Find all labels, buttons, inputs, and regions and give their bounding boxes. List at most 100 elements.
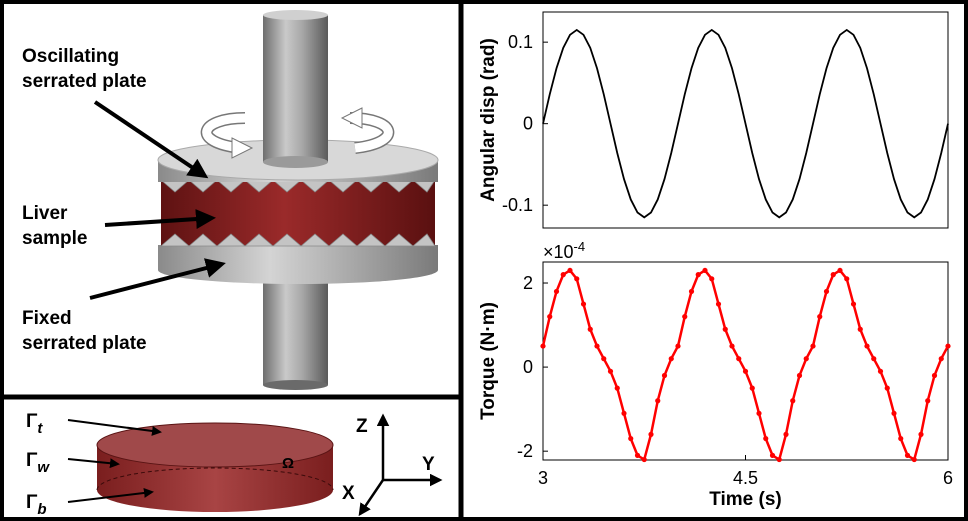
rotation-arrow xyxy=(349,113,393,153)
symbol: Γ xyxy=(26,492,38,513)
data-point xyxy=(695,272,701,278)
data-point xyxy=(817,314,823,320)
data-point xyxy=(601,356,607,362)
pointer-arrow xyxy=(67,419,162,436)
y-axis-label: Angular disp (rad) xyxy=(478,38,499,202)
y-tick-label: -0.1 xyxy=(502,195,533,215)
data-point xyxy=(783,431,789,437)
data-point xyxy=(844,276,850,282)
data-point xyxy=(857,326,863,332)
plot-area xyxy=(542,261,949,461)
data-point xyxy=(830,272,836,278)
label-line: sample xyxy=(22,228,87,249)
data-point xyxy=(567,267,573,274)
omega: Ω xyxy=(282,455,294,472)
pointer-arrow xyxy=(89,258,226,300)
subscript: b xyxy=(37,501,46,518)
data-point xyxy=(742,368,749,374)
upper-shaft xyxy=(263,15,328,162)
data-point xyxy=(702,267,708,274)
label-line: Oscillating xyxy=(22,46,119,67)
x-tick-label: 6 xyxy=(943,468,953,488)
data-point xyxy=(540,343,546,349)
x-tick-label: 4.5 xyxy=(733,468,758,488)
axis-arrow xyxy=(358,479,385,517)
gamma-t: Γt xyxy=(26,411,43,437)
data-point xyxy=(823,288,830,295)
data-point xyxy=(607,368,614,374)
data-point xyxy=(898,435,904,442)
pointer-arrow xyxy=(67,458,120,469)
data-point xyxy=(587,326,593,332)
label-line: serrated plate xyxy=(22,333,147,354)
data-line xyxy=(542,28,949,219)
data-point xyxy=(918,431,924,437)
data-point xyxy=(553,288,560,295)
data-point xyxy=(614,385,620,391)
serrations xyxy=(159,179,436,247)
rotation-arrow xyxy=(202,113,246,153)
pointer-arrow xyxy=(93,100,209,179)
data-point xyxy=(729,343,735,349)
pointer-arrow xyxy=(67,487,154,503)
symbol: Γ xyxy=(26,411,38,432)
data-point xyxy=(722,326,728,332)
symbol: Γ xyxy=(26,450,38,471)
device-illustration xyxy=(89,10,439,390)
shaft-end xyxy=(263,380,328,390)
data-point xyxy=(547,314,553,320)
y-tick-label: 2 xyxy=(523,273,533,293)
data-point xyxy=(891,410,897,416)
y-tick-label: -2 xyxy=(517,441,533,461)
multiplier-base: ×10 xyxy=(543,242,574,262)
lower-teeth xyxy=(159,233,436,247)
data-point xyxy=(871,356,877,362)
gamma-w: Γw xyxy=(26,450,50,476)
label-line: serrated plate xyxy=(22,71,147,92)
data-point xyxy=(877,368,884,374)
fixed-plate-edge xyxy=(158,256,438,284)
data-point xyxy=(655,398,661,404)
data-point xyxy=(580,301,587,307)
domain-top xyxy=(96,422,334,468)
data-point xyxy=(574,276,580,282)
data-point xyxy=(594,343,600,349)
data-point xyxy=(628,435,634,442)
axis-z: Z xyxy=(356,416,368,437)
data-point xyxy=(621,410,627,416)
data-point xyxy=(931,372,938,379)
data-point xyxy=(668,356,674,362)
data-point xyxy=(837,267,843,274)
axis-x: X xyxy=(342,483,355,504)
lower-shaft xyxy=(263,268,328,385)
data-point xyxy=(850,301,857,307)
y-tick-label: 0 xyxy=(523,357,533,377)
data-point xyxy=(749,385,755,391)
data-point xyxy=(675,343,681,349)
data-point xyxy=(810,343,816,349)
data-point xyxy=(776,456,782,463)
data-point xyxy=(648,431,654,437)
data-point xyxy=(634,452,641,458)
upper-teeth xyxy=(159,179,436,193)
data-point xyxy=(945,343,951,349)
data-point xyxy=(925,398,931,404)
data-point xyxy=(803,356,809,362)
data-point xyxy=(864,343,870,349)
rotation-arrowhead xyxy=(340,107,363,129)
data-point xyxy=(756,410,762,416)
data-point xyxy=(904,452,911,458)
data-point xyxy=(661,372,668,379)
data-point xyxy=(715,301,722,307)
data-point xyxy=(763,435,769,442)
label-line: Fixed xyxy=(22,308,72,329)
data-point xyxy=(790,398,796,404)
data-point xyxy=(736,356,742,362)
subscript: t xyxy=(37,420,43,437)
y-tick-label: 0 xyxy=(523,114,533,134)
y-axis-label: Torque (N·m) xyxy=(478,302,499,420)
data-point xyxy=(682,314,688,320)
